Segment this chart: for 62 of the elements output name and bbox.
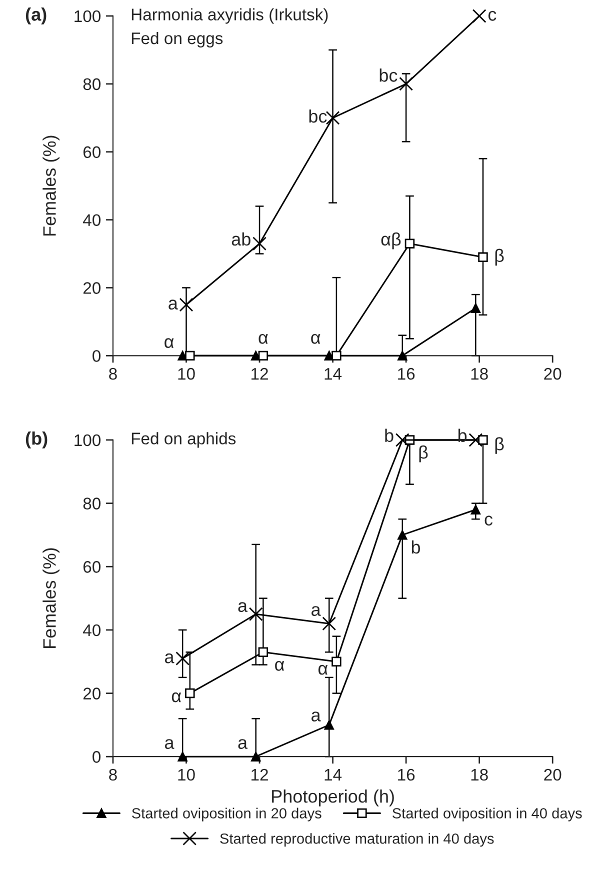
chart-title: (b) (26, 432, 48, 448)
annotation: β (495, 248, 504, 266)
x-axis-title: Photoperiod (h) (272, 790, 394, 806)
y-tick-label: 100 (74, 10, 101, 22)
annotation: β (495, 437, 504, 454)
y-tick-label: 100 (74, 434, 101, 446)
y-axis-title: Females (%) (42, 136, 60, 236)
annotation: a (312, 606, 321, 616)
annotation: α (275, 660, 284, 671)
annotation: a (238, 739, 248, 749)
chart-subtitle: Fed on aphids (132, 432, 236, 448)
x-tick-label: 18 (471, 768, 488, 781)
x-tick-label: 8 (109, 368, 117, 380)
y-tick-label: 20 (83, 688, 101, 700)
annotation: Fed on eggs (132, 32, 223, 48)
annotation: bc (380, 68, 398, 82)
annotation: α (318, 664, 328, 675)
annotation: α (172, 692, 182, 702)
legend-label: Started reproductive maturation in 40 days (220, 833, 494, 847)
annotation: c (488, 10, 496, 21)
y-tick-label: 40 (83, 624, 101, 636)
annotation: αβ (381, 232, 401, 250)
annotation: ab (232, 232, 250, 246)
annotation: a (238, 602, 248, 612)
annotation: b (458, 428, 467, 442)
annotation: α (258, 334, 268, 344)
y-tick-label: 80 (83, 78, 101, 90)
annotation: b (385, 428, 394, 442)
x-tick-label: 10 (178, 768, 195, 781)
annotation: c (484, 516, 493, 526)
chart-title: (a) (26, 8, 46, 24)
chart-subtitle: Harmonia axyridis (Irkutsk) (132, 8, 328, 24)
annotation: a (164, 739, 174, 749)
annotation: α (311, 334, 320, 344)
x-tick-label: 14 (324, 769, 342, 780)
x-tick-label: 12 (252, 368, 268, 380)
annotation: b (412, 540, 420, 554)
x-tick-label: 20 (544, 368, 562, 380)
annotation: a (168, 300, 178, 310)
annotation: a (312, 712, 321, 722)
y-tick-label: 20 (83, 282, 101, 294)
legend-label: Started oviposition in 40 days (392, 808, 582, 822)
x-tick-label: 10 (178, 368, 195, 380)
annotation: β (419, 445, 428, 462)
x-tick-label: 16 (398, 368, 415, 380)
legend-label: Started oviposition in 20 days (132, 808, 322, 822)
x-tick-label: 20 (544, 768, 562, 781)
y-tick-label: 80 (83, 498, 101, 510)
x-tick-label: 14 (324, 368, 342, 380)
y-tick-label: 60 (83, 146, 101, 158)
annotation: bc (309, 109, 327, 123)
y-tick-label: 0 (92, 751, 101, 763)
y-tick-label: 60 (83, 561, 101, 573)
y-tick-label: 0 (92, 350, 101, 362)
y-tick-label: 40 (83, 214, 101, 226)
x-tick-label: 12 (252, 768, 268, 780)
annotation: α (164, 338, 174, 348)
x-tick-label: 8 (109, 768, 117, 781)
y-axis-title: Females (%) (42, 548, 60, 648)
x-tick-label: 16 (398, 768, 415, 781)
x-tick-label: 18 (471, 368, 488, 380)
annotation: a (164, 653, 174, 664)
